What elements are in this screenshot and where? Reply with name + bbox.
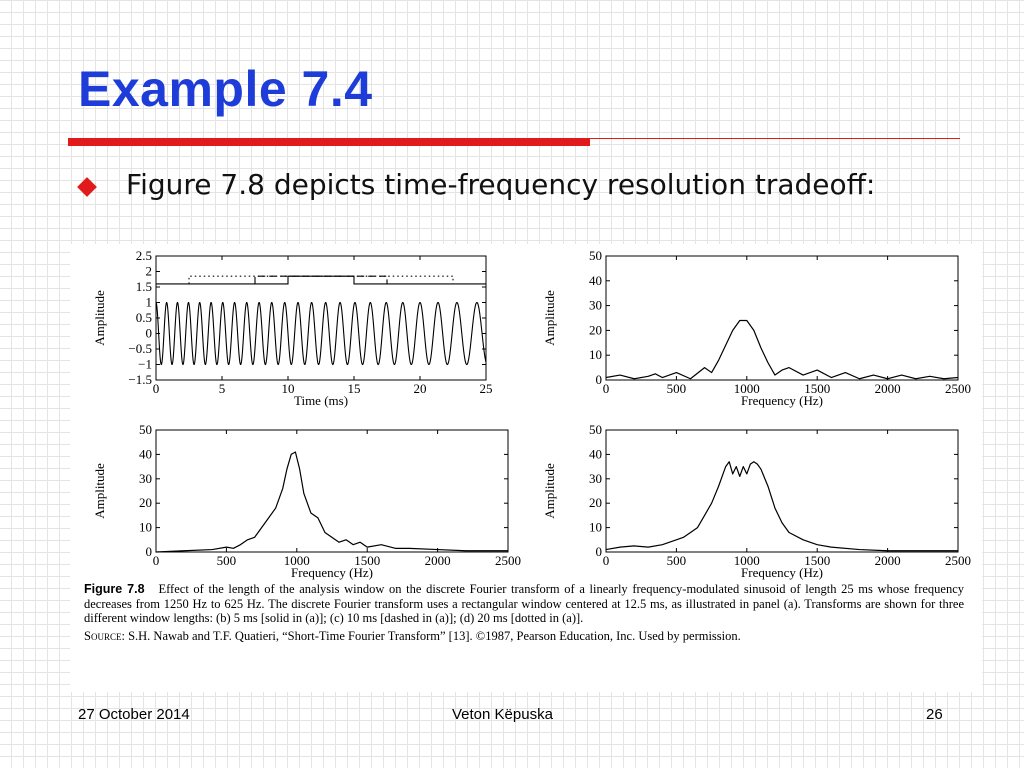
y-tick-label: 50 (139, 422, 152, 437)
y-tick-label: 0.5 (136, 310, 152, 325)
y-tick-label: 20 (589, 322, 602, 337)
slide-title: Example 7.4 (78, 61, 373, 117)
bullet-text: Figure 7.8 depicts time-frequency resolu… (126, 168, 876, 201)
x-tick-label: 1000 (734, 553, 760, 568)
x-tick-label: 500 (667, 553, 687, 568)
x-tick-label: 15 (348, 381, 361, 396)
y-tick-label: 0 (146, 544, 153, 559)
y-axis-label: Amplitude (92, 290, 107, 346)
y-tick-label: 50 (589, 248, 602, 263)
solid-window-series (156, 275, 486, 285)
dotted-window-series (188, 275, 454, 284)
y-tick-label: 50 (589, 422, 602, 437)
x-tick-label: 2000 (875, 381, 901, 396)
x-tick-label: 500 (667, 381, 687, 396)
y-tick-label: 0 (146, 326, 153, 341)
x-tick-label: 10 (282, 381, 295, 396)
x-axis-label: Frequency (Hz) (741, 565, 823, 580)
plot-panel-3 (155, 429, 509, 553)
y-tick-label: 10 (589, 347, 602, 362)
y-tick-label: −0.5 (128, 341, 152, 356)
y-tick-label: 0 (596, 544, 603, 559)
y-tick-label: 2 (146, 264, 153, 279)
spectrum-series (155, 451, 508, 553)
y-tick-label: 10 (139, 520, 152, 535)
y-tick-label: 20 (139, 495, 152, 510)
x-axis-label: Frequency (Hz) (291, 565, 373, 580)
y-tick-label: 2.5 (136, 248, 152, 263)
footer-page-number: 26 (926, 706, 943, 723)
x-tick-label: 20 (414, 381, 427, 396)
x-tick-label: 0 (153, 553, 160, 568)
y-tick-label: 40 (139, 446, 152, 461)
x-tick-label: 2500 (945, 381, 971, 396)
spectrum-series (605, 461, 958, 552)
dashed-window-series (254, 275, 388, 284)
y-axis-label: Amplitude (542, 463, 557, 519)
y-tick-label: 30 (589, 298, 602, 313)
caption-label: Figure 7.8 (84, 582, 145, 596)
plot-panel-4 (605, 429, 959, 553)
sinusoid-series (155, 301, 487, 366)
x-tick-label: 5 (219, 381, 226, 396)
title-rule-thick (68, 138, 590, 146)
x-tick-label: 2000 (875, 553, 901, 568)
figure-7-8: 2.5 2 1.5 1 0.5 0 −0.5 −1 −1.5 0 5 10 15 20 25 Time (ms… (70, 244, 982, 692)
x-tick-label: 0 (603, 553, 610, 568)
y-tick-label: 1.5 (136, 279, 152, 294)
x-tick-label: 2000 (425, 553, 451, 568)
y-tick-label: 10 (589, 520, 602, 535)
y-tick-label: 30 (589, 471, 602, 486)
caption-source: Source: S.H. Nawab and T.F. Quatieri, “S… (84, 629, 964, 644)
caption-text: Effect of the length of the analysis win… (84, 582, 965, 625)
plot-frame (605, 255, 959, 381)
x-tick-label: 2500 (945, 553, 971, 568)
x-axis-label: Time (ms) (294, 393, 348, 408)
x-tick-label: 2500 (495, 553, 521, 568)
plot-frame (605, 429, 959, 553)
plot-frame (155, 429, 509, 553)
source-label: Source: (84, 628, 125, 643)
x-tick-label: 25 (480, 381, 493, 396)
source-text: S.H. Nawab and T.F. Quatieri, “Short-Tim… (128, 628, 741, 643)
x-tick-label: 1500 (804, 381, 830, 396)
y-axis-label: Amplitude (92, 463, 107, 519)
y-tick-label: −1.5 (128, 372, 152, 387)
plot-panel-2 (605, 255, 959, 381)
x-axis-label: Frequency (Hz) (741, 393, 823, 408)
x-tick-label: 1000 (284, 553, 310, 568)
y-tick-label: 0 (596, 372, 603, 387)
x-tick-label: 500 (217, 553, 237, 568)
spectrum-series (605, 319, 959, 380)
x-tick-label: 1500 (354, 553, 380, 568)
x-tick-label: 1500 (804, 553, 830, 568)
figure-caption: Figure 7.8 Effect of the length of the a… (84, 582, 964, 643)
plot-frame (155, 255, 487, 381)
footer-date: 27 October 2014 (78, 706, 190, 723)
footer-author: Veton Këpuska (452, 706, 553, 723)
x-tick-label: 0 (153, 381, 160, 396)
bullet-diamond-icon (77, 177, 97, 197)
x-tick-label: 1000 (734, 381, 760, 396)
plot-panel-1 (155, 255, 487, 381)
x-tick-label: 0 (603, 381, 610, 396)
y-axis-label: Amplitude (542, 290, 557, 346)
y-tick-label: 30 (139, 471, 152, 486)
y-tick-label: −1 (138, 357, 152, 372)
y-tick-label: 40 (589, 273, 602, 288)
y-tick-label: 1 (146, 295, 153, 310)
y-tick-label: 20 (589, 495, 602, 510)
title-rule-thin (590, 138, 960, 139)
y-tick-label: 40 (589, 446, 602, 461)
